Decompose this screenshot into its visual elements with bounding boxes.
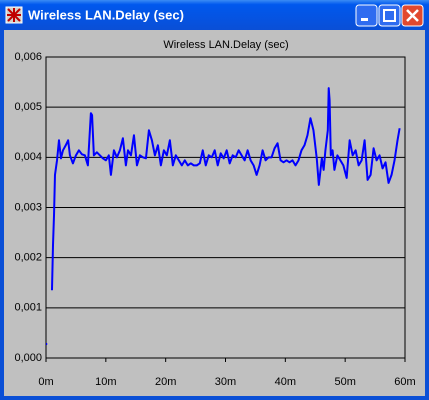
maximize-glyph: [383, 9, 396, 22]
y-tick-label: 0,001: [14, 302, 42, 314]
minimize-glyph: [361, 18, 368, 21]
y-tick-label: 0,000: [14, 352, 42, 364]
x-tick-label: 20m: [155, 376, 176, 388]
x-tick-label: 30m: [215, 376, 236, 388]
app-icon-glyph: [7, 8, 21, 22]
y-tick-label: 0,006: [14, 51, 42, 63]
close-glyph: [406, 9, 419, 22]
y-tick-label: 0,004: [14, 151, 42, 163]
maximize-button[interactable]: [378, 4, 401, 27]
x-tick-label: 60m: [394, 376, 415, 388]
chart-title: Wireless LAN.Delay (sec): [163, 39, 288, 51]
minimize-button[interactable]: [355, 4, 378, 27]
data-line: [46, 87, 401, 345]
y-tick-label: 0,003: [14, 201, 42, 213]
window-title: Wireless LAN.Delay (sec): [28, 7, 184, 22]
x-tick-label: 40m: [275, 376, 296, 388]
y-tick-label: 0,005: [14, 101, 42, 113]
x-tick-label: 10m: [95, 376, 116, 388]
x-tick-label: 0m: [38, 376, 53, 388]
x-tick-label: 50m: [334, 376, 355, 388]
y-tick-label: 0,002: [14, 252, 42, 264]
